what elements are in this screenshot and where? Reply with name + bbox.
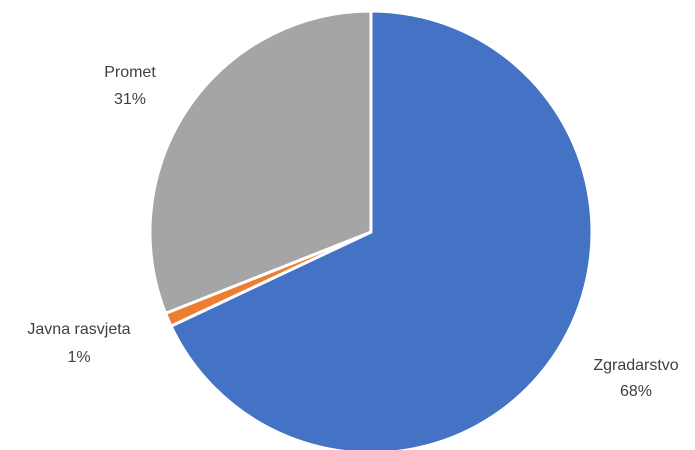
pie-slice-zgradarstvo [169, 9, 594, 450]
slice-percent-promet: 31% [114, 91, 146, 108]
slice-label-promet: Promet 31% [104, 64, 156, 108]
pie-slice-promet [148, 9, 373, 315]
slice-percent-javna-rasvjeta: 1% [67, 349, 90, 366]
slice-percent-zgradarstvo: 68% [620, 383, 652, 400]
slice-label-javna-rasvjeta: Javna rasvjeta 1% [27, 321, 130, 366]
slice-label-zgradarstvo: Zgradarstvo 68% [593, 357, 678, 400]
slice-name-zgradarstvo: Zgradarstvo [593, 357, 678, 374]
slice-name-javna-rasvjeta: Javna rasvjeta [27, 321, 130, 338]
pie-slices [148, 9, 594, 450]
slice-name-promet: Promet [104, 64, 156, 81]
